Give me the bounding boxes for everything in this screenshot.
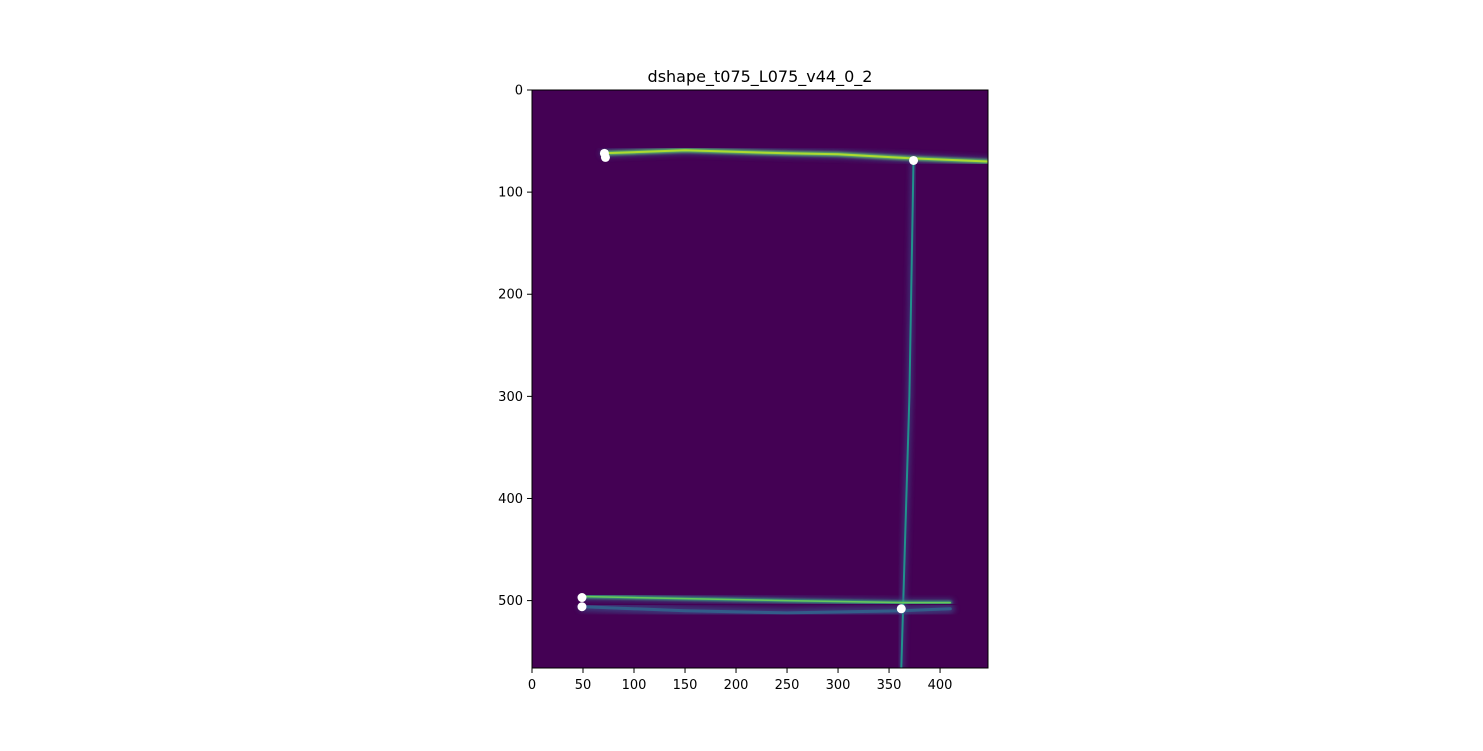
y-tick-label: 300 [498, 390, 523, 405]
track-layer [578, 146, 988, 668]
y-tick-label: 0 [515, 84, 523, 99]
data-point-marker [909, 155, 919, 165]
data-point-marker [896, 604, 906, 614]
top-track [602, 149, 988, 163]
x-tick-label: 0 [528, 678, 536, 693]
chart-title: dshape_t075_L075_v44_0_2 [648, 67, 873, 87]
vertical-track [900, 159, 915, 668]
axes-frame [531, 89, 989, 669]
y-axis: 0 100 200 300 400 500 [498, 84, 532, 609]
x-tick-label: 50 [575, 678, 592, 693]
data-point-marker [577, 593, 587, 603]
x-tick-label: 250 [775, 678, 800, 693]
y-tick-label: 400 [498, 492, 523, 507]
x-tick-label: 200 [724, 678, 749, 693]
y-tick-label: 100 [498, 186, 523, 201]
bottom-track [582, 595, 952, 604]
x-tick-label: 100 [622, 678, 647, 693]
x-tick-label: 150 [673, 678, 698, 693]
marker-layer [577, 148, 919, 614]
x-tick-label: 400 [928, 678, 953, 693]
data-point-marker [600, 152, 610, 162]
y-tick-label: 200 [498, 288, 523, 303]
bottom-track-lower [581, 605, 952, 615]
x-tick-label: 350 [877, 678, 902, 693]
x-tick-label: 300 [826, 678, 851, 693]
y-tick-label: 500 [498, 594, 523, 609]
x-axis: 0 50 100 150 200 250 300 350 400 [528, 668, 953, 693]
heatmap-background [532, 90, 988, 668]
data-point-marker [577, 602, 587, 612]
plot-area [532, 90, 988, 668]
